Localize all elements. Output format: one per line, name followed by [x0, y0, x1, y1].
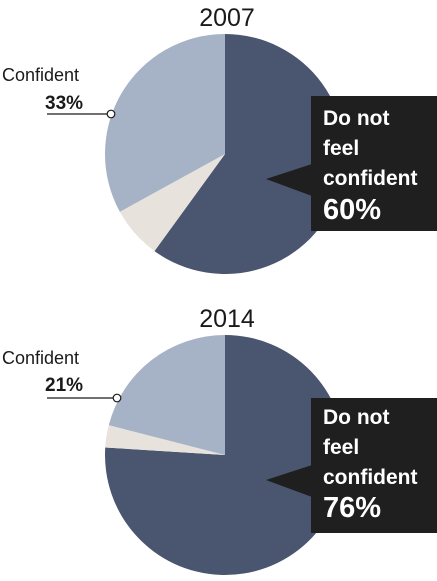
- confident-leader-dot: [112, 393, 122, 403]
- pie-slice-0: [105, 335, 346, 575]
- pie-slice-1: [119, 154, 225, 252]
- pie-chart-2014: 2014 Confident 21% Do not feel confident…: [2, 305, 437, 575]
- callout-line-2: feel: [323, 436, 359, 459]
- pie-slice-2: [104, 34, 225, 212]
- pie-chart-2007: 2007 Confident 33% Do not feel confident…: [2, 4, 437, 274]
- chart-title: 2014: [199, 305, 255, 333]
- pie-slice-0: [154, 34, 346, 274]
- confident-label: Confident: [2, 65, 79, 85]
- callout-line-2: feel: [323, 137, 359, 160]
- confident-value-label: 33%: [45, 93, 83, 114]
- callout-line-1: Do not: [323, 107, 389, 130]
- callout-value-label: 60%: [323, 194, 381, 226]
- chart-title: 2007: [199, 4, 255, 32]
- confident-leader-dot: [106, 109, 116, 119]
- callout-line-3: confident: [323, 167, 418, 190]
- callout-line-1: Do not: [323, 406, 389, 429]
- callout-box: [311, 96, 437, 231]
- callout-pointer: [266, 465, 312, 497]
- confident-label: Confident: [2, 348, 79, 368]
- pie-slices: [104, 34, 346, 274]
- pie-slices: [105, 335, 346, 575]
- callout-box: [311, 398, 437, 533]
- callout-pointer: [266, 164, 312, 196]
- pie-slice-2: [108, 335, 225, 455]
- callout-line-3: confident: [323, 466, 418, 489]
- confident-value-label: 21%: [45, 375, 83, 396]
- pie-slice-1: [105, 425, 225, 455]
- callout-value-label: 76%: [323, 492, 381, 524]
